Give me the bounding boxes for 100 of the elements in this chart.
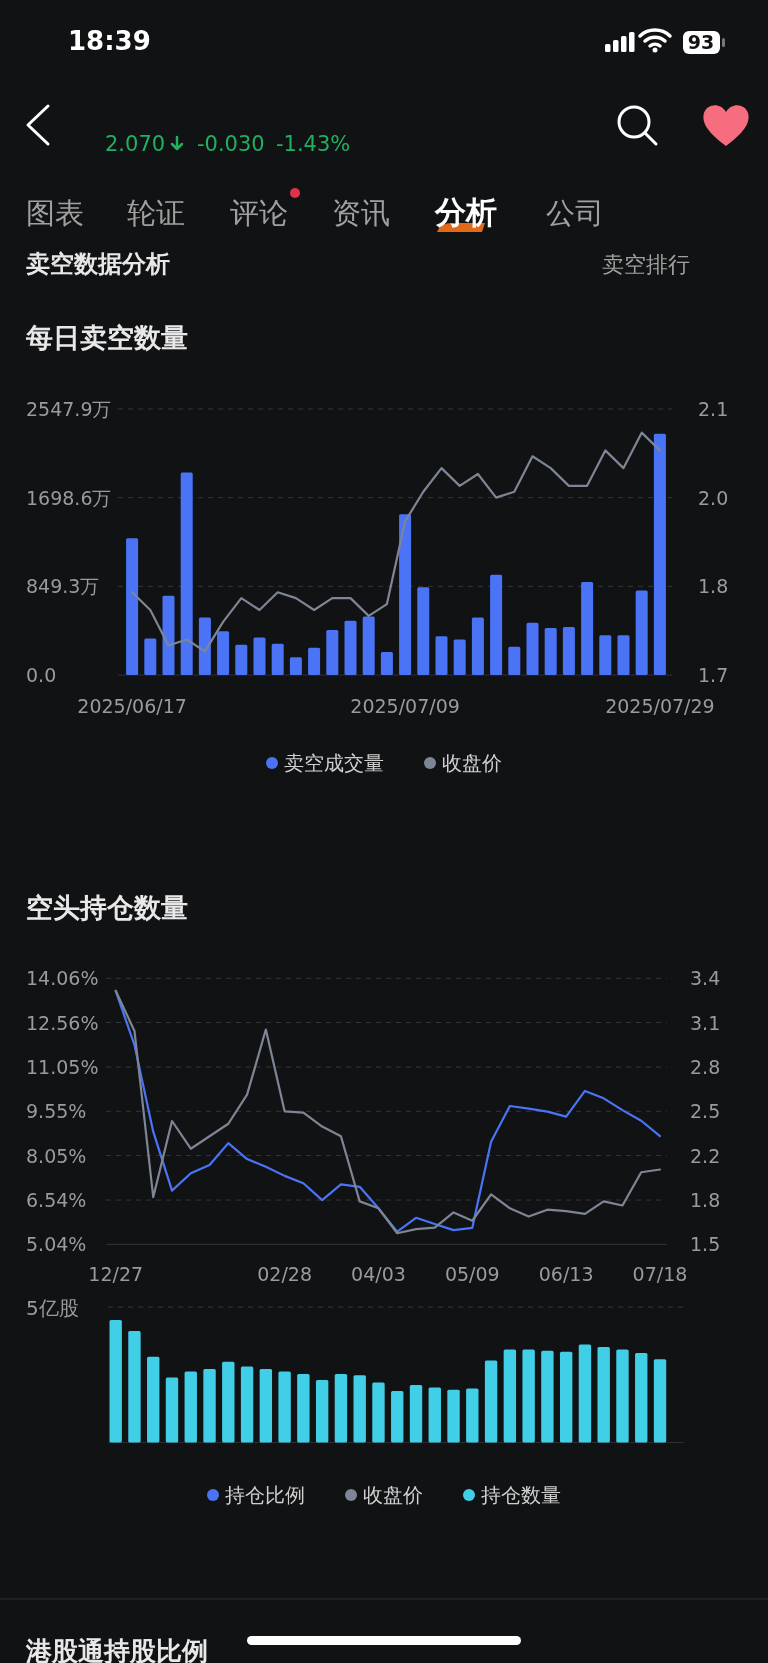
text: 93 bbox=[687, 31, 715, 53]
bar bbox=[259, 1369, 273, 1443]
bar bbox=[447, 1389, 460, 1443]
text: 图表 bbox=[26, 196, 84, 230]
bar bbox=[453, 639, 466, 675]
bar bbox=[466, 1388, 479, 1443]
bar bbox=[308, 647, 321, 675]
bar bbox=[362, 616, 375, 675]
bar bbox=[271, 643, 284, 675]
legend-label: 持仓数量 bbox=[481, 1483, 561, 1507]
y2-tick-label: 2.2 bbox=[690, 1144, 721, 1167]
bar bbox=[128, 1331, 141, 1443]
bar bbox=[471, 617, 484, 675]
bar bbox=[578, 1344, 592, 1443]
x-tick-label: 12/27 bbox=[88, 1263, 144, 1285]
bar bbox=[240, 1366, 254, 1443]
y2-tick-label: 1.8 bbox=[698, 575, 729, 598]
bar bbox=[653, 433, 666, 675]
text: 公司 bbox=[546, 196, 604, 230]
bar bbox=[503, 1349, 517, 1443]
bar bbox=[599, 635, 612, 675]
bar bbox=[315, 1380, 329, 1443]
bar bbox=[334, 1373, 348, 1443]
y2-tick-label: 2.0 bbox=[698, 486, 729, 509]
y-tick-label: 8.05% bbox=[26, 1144, 87, 1167]
x-tick-label: 02/28 bbox=[257, 1263, 312, 1285]
bar bbox=[144, 638, 157, 675]
text: 分析 bbox=[434, 194, 497, 230]
bar bbox=[372, 1382, 385, 1443]
y2-tick-label: 1.8 bbox=[690, 1188, 721, 1211]
line-series bbox=[131, 431, 661, 653]
y-tick-label: 6.54% bbox=[26, 1189, 87, 1212]
text: 评论 bbox=[230, 196, 288, 230]
bar bbox=[490, 574, 503, 675]
x-tick-label: 2025/06/17 bbox=[77, 695, 187, 717]
bar bbox=[147, 1356, 160, 1443]
bar bbox=[526, 622, 539, 675]
bar bbox=[180, 472, 193, 675]
y2-tick-label: 3.1 bbox=[690, 1011, 721, 1034]
y2-tick-label: 3.4 bbox=[690, 967, 721, 990]
y2-tick-label: 2.1 bbox=[698, 398, 729, 420]
bar bbox=[278, 1371, 291, 1443]
text: -1.43% bbox=[276, 132, 351, 156]
bar bbox=[297, 1373, 310, 1443]
y-tick-label: 5.04% bbox=[26, 1233, 87, 1256]
bar bbox=[162, 595, 175, 675]
text: 18:39 bbox=[68, 26, 151, 56]
y-tick-label: 849.3万 bbox=[26, 575, 100, 598]
y-tick-label: 0.0 bbox=[26, 664, 57, 686]
text: 轮证 bbox=[127, 196, 185, 230]
bar bbox=[326, 630, 339, 675]
legend-label: 收盘价 bbox=[363, 1483, 423, 1507]
y-tick-label: 9.55% bbox=[26, 1100, 87, 1123]
bar bbox=[417, 587, 430, 675]
y2-tick-label: 1.7 bbox=[698, 664, 729, 686]
text: 卖空排行 bbox=[602, 252, 690, 277]
bar bbox=[616, 1349, 629, 1443]
y2-tick-label: 1.5 bbox=[690, 1233, 721, 1256]
bar bbox=[184, 1371, 197, 1443]
y-tick-label: 1698.6万 bbox=[26, 486, 112, 509]
bar bbox=[635, 590, 648, 675]
bar bbox=[581, 582, 594, 675]
bar bbox=[562, 626, 575, 675]
bar bbox=[544, 628, 557, 675]
bar bbox=[198, 617, 211, 675]
bar bbox=[617, 635, 630, 675]
x-tick-label: 06/13 bbox=[538, 1263, 594, 1285]
legend-label: 卖空成交量 bbox=[284, 751, 384, 775]
bar bbox=[428, 1387, 441, 1443]
bar bbox=[653, 1359, 667, 1443]
bar bbox=[541, 1350, 554, 1443]
legend-label: 持仓比例 bbox=[225, 1483, 305, 1507]
bar bbox=[508, 646, 521, 675]
bar bbox=[235, 644, 248, 675]
y-tick-label: 11.05% bbox=[26, 1056, 99, 1079]
chart-title: 每日卖空数量 bbox=[25, 322, 188, 353]
bar bbox=[399, 514, 412, 675]
bar bbox=[126, 538, 139, 675]
x-tick-label: 2025/07/09 bbox=[350, 695, 460, 717]
bar bbox=[522, 1349, 535, 1443]
bar bbox=[635, 1353, 648, 1443]
y2-tick-label: 2.5 bbox=[690, 1100, 721, 1123]
bar bbox=[222, 1361, 235, 1443]
bar bbox=[435, 636, 448, 675]
bar bbox=[380, 652, 393, 675]
y-tick-label: 2547.9万 bbox=[26, 398, 112, 420]
text: 2.070 bbox=[105, 132, 166, 156]
text: 5亿股 bbox=[26, 1296, 79, 1320]
bar bbox=[391, 1391, 404, 1443]
y-tick-label: 12.56% bbox=[26, 1011, 99, 1034]
bar bbox=[217, 631, 230, 675]
bar bbox=[253, 637, 266, 675]
x-tick-label: 07/18 bbox=[632, 1263, 688, 1285]
bar bbox=[203, 1369, 216, 1443]
y-tick-label: 14.06% bbox=[26, 967, 99, 990]
bar bbox=[165, 1377, 179, 1443]
text: -0.030 bbox=[197, 132, 265, 156]
text: 资讯 bbox=[332, 196, 390, 230]
bar bbox=[109, 1320, 122, 1443]
text: 卖空数据分析 bbox=[26, 250, 170, 278]
